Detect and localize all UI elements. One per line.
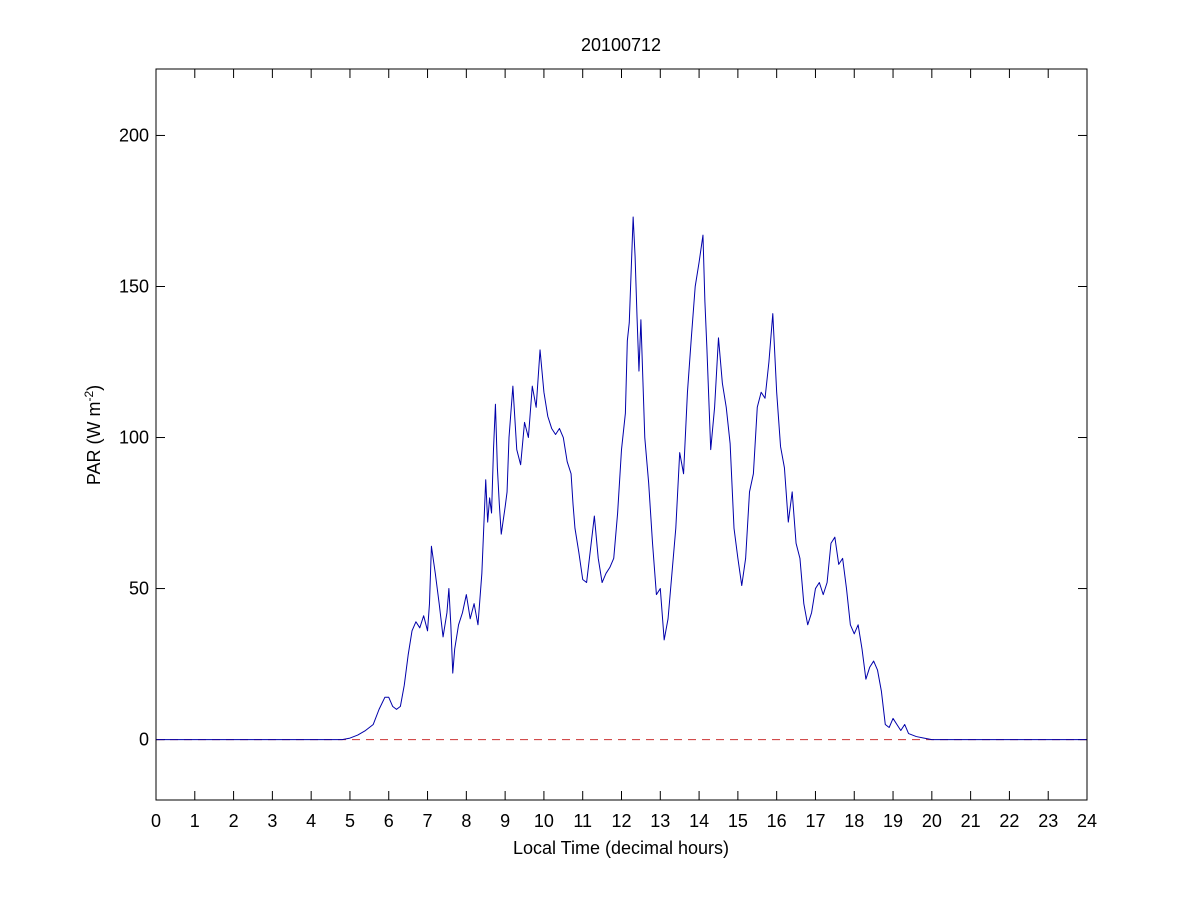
x-tick-label: 1 (190, 811, 200, 831)
par-series-line (156, 216, 1087, 741)
x-tick-label: 14 (689, 811, 709, 831)
y-tick-label: 0 (139, 730, 149, 750)
y-axis-label-tail: ) (84, 385, 104, 391)
x-tick-label: 9 (500, 811, 510, 831)
x-tick-label: 13 (650, 811, 670, 831)
x-tick-label: 4 (306, 811, 316, 831)
y-tick-label: 150 (119, 276, 149, 296)
chart-title: 20100712 (581, 35, 661, 55)
x-tick-label: 22 (999, 811, 1019, 831)
x-tick-label: 11 (573, 811, 592, 831)
x-tick-label: 7 (423, 811, 433, 831)
x-tick-label: 24 (1077, 811, 1097, 831)
x-tick-label: 8 (461, 811, 471, 831)
series-layer (156, 216, 1087, 741)
x-tick-label: 17 (805, 811, 825, 831)
x-tick-label: 12 (611, 811, 631, 831)
y-axis-label: PAR (W m-2) (82, 385, 104, 485)
x-tick-label: 6 (384, 811, 394, 831)
x-tick-label: 10 (534, 811, 554, 831)
x-tick-label: 15 (728, 811, 748, 831)
x-tick-label: 16 (767, 811, 787, 831)
y-tick-label: 50 (129, 579, 149, 599)
y-axis-label-base: PAR (W m (84, 402, 104, 486)
x-tick-label: 20 (922, 811, 942, 831)
y-tick-label: 200 (119, 125, 149, 145)
y-axis-label-superscript: -2 (82, 391, 96, 402)
x-tick-label: 2 (229, 811, 239, 831)
plot-frame (155, 68, 1088, 801)
axes: 0 1 2 3 4 5 6 7 8 9 10 11 12 13 14 15 16 17 18 19 20 21 22 23 24… (119, 69, 1097, 831)
x-tick-label: 3 (267, 811, 277, 831)
x-axis-label: Local Time (decimal hours) (513, 838, 729, 858)
y-tick-label: 100 (119, 428, 149, 448)
x-tick-label: 5 (345, 811, 355, 831)
x-tick-label: 0 (151, 811, 161, 831)
x-tick-label: 21 (961, 811, 981, 831)
x-tick-label: 18 (844, 811, 864, 831)
x-tick-label: 19 (883, 811, 903, 831)
x-tick-label: 23 (1038, 811, 1058, 831)
